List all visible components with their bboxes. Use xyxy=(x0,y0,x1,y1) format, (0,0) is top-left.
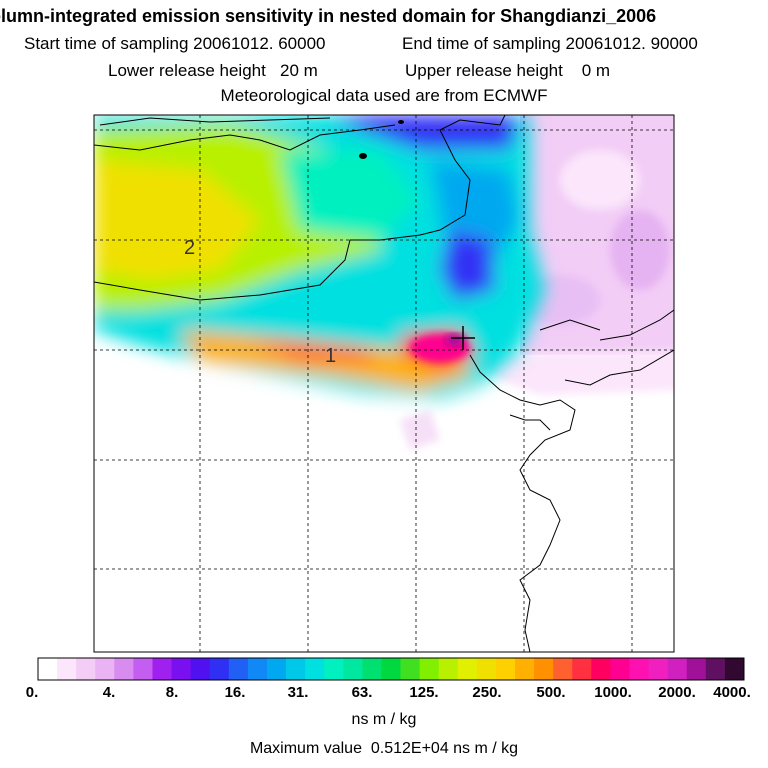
end-time-label: End time of sampling xyxy=(402,34,561,53)
colorbar-tick-label: 63. xyxy=(351,684,373,701)
colorbar-swatch xyxy=(400,658,421,680)
colorbar-swatch xyxy=(419,658,440,680)
colorbar-swatch xyxy=(591,658,611,680)
colorbar-swatch xyxy=(266,658,287,680)
colorbar-swatch xyxy=(190,658,211,680)
lake-feature xyxy=(359,153,367,159)
colorbar-swatch xyxy=(610,658,631,680)
end-time-value: 20061012. 90000 xyxy=(565,34,698,53)
colorbar-swatch xyxy=(343,658,363,680)
colorbar-swatch xyxy=(476,658,497,680)
colorbar-swatch xyxy=(114,658,134,680)
region-label-2: 2 xyxy=(184,237,195,259)
upper-height-value: 0 m xyxy=(581,61,611,80)
lower-height-line: Lower release height 20 m xyxy=(108,61,318,81)
colorbar-tick-label: 2000. xyxy=(658,684,696,701)
colorbar-swatch xyxy=(38,658,58,680)
colorbar-tick-label: 4000. xyxy=(713,684,751,701)
colorbar-swatch xyxy=(724,658,745,680)
colorbar-swatch xyxy=(95,658,115,680)
coastlines xyxy=(94,115,674,652)
colorbar-tick-label: 16. xyxy=(224,684,246,701)
colorbar-swatch xyxy=(286,658,306,680)
colorbar-swatch xyxy=(76,658,96,680)
colorbar-swatch xyxy=(534,658,554,680)
colorbar-swatch xyxy=(362,658,382,680)
max-value-value: 0.512E+04 ns m / kg xyxy=(370,740,519,757)
met-data-line: Meteorological data used are from ECMWF xyxy=(220,86,548,105)
colorbar-swatch xyxy=(495,658,516,680)
colorbar-swatch xyxy=(705,658,726,680)
colorbar-swatch xyxy=(457,658,478,680)
colorbar-swatch xyxy=(209,658,230,680)
colorbar xyxy=(37,657,745,681)
colorbar-swatch xyxy=(57,658,77,680)
start-time-value: 20061012. 60000 xyxy=(193,34,326,53)
start-time-line: Start time of sampling 20061012. 60000 xyxy=(24,34,326,54)
colorbar-swatch xyxy=(572,658,592,680)
colorbar-tick-label: 125. xyxy=(409,684,439,701)
colorbar-swatch xyxy=(305,658,325,680)
colorbar-swatch xyxy=(133,658,153,680)
map-frame xyxy=(93,114,675,653)
colorbar-swatch xyxy=(648,658,669,680)
colorbar-swatch xyxy=(686,658,707,680)
colorbar-swatch xyxy=(324,658,344,680)
colorbar-tick-label: 1000. xyxy=(594,684,632,701)
sensitivity-field: 2 1 xyxy=(94,115,674,652)
region-label-1: 1 xyxy=(325,345,336,367)
colorbar-swatch xyxy=(228,658,249,680)
colorbar-units: ns m / kg xyxy=(351,711,417,728)
colorbar-swatch xyxy=(515,658,535,680)
colorbar-tick-label: 500. xyxy=(536,684,566,701)
colorbar-tick-label: 250. xyxy=(472,684,502,701)
end-time-line: End time of sampling 20061012. 90000 xyxy=(402,34,698,54)
lower-height-label: Lower release height xyxy=(108,61,266,80)
upper-height-label: Upper release height xyxy=(405,61,563,80)
colorbar-tick-label: 0. xyxy=(25,684,39,701)
colorbar-swatch xyxy=(629,658,650,680)
lat-lon-grid xyxy=(94,115,674,652)
colorbar-tick-label: 31. xyxy=(287,684,309,701)
map-title: olumn-integrated emission sensitivity in… xyxy=(0,6,657,26)
colorbar-frame xyxy=(37,657,745,681)
colorbar-swatch xyxy=(152,658,173,680)
colorbar-swatch xyxy=(171,658,192,680)
max-value-label: Maximum value xyxy=(249,740,362,757)
colorbar-swatch xyxy=(667,658,688,680)
receptor-cross-icon xyxy=(451,326,475,350)
start-time-label: Start time of sampling xyxy=(24,34,189,53)
upper-height-line: Upper release height 0 m xyxy=(405,61,610,81)
colorbar-swatch xyxy=(381,658,402,680)
colorbar-swatch xyxy=(247,658,268,680)
maximum-value-line: Maximum value 0.512E+04 ns m / kg xyxy=(0,740,768,758)
colorbar-tick-label: 8. xyxy=(165,684,179,701)
lower-height-value: 20 m xyxy=(280,61,318,80)
colorbar-swatch xyxy=(438,658,459,680)
colorbar-tick-label: 4. xyxy=(102,684,116,701)
colorbar-swatch xyxy=(553,658,573,680)
